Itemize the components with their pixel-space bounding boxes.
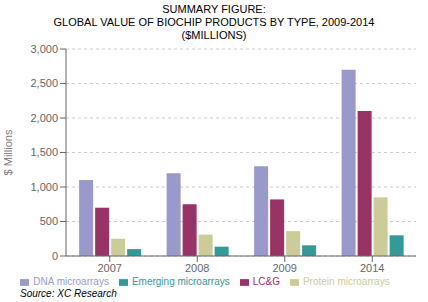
html-text:Emerging microarrays: Emerging microarrays [131, 276, 230, 287]
svg-text:0: 0 [52, 250, 58, 262]
html-text:Protein microarrays: Protein microarrays [303, 276, 390, 287]
svg-text:2014: 2014 [360, 262, 384, 274]
html-text:SUMMARY FIGURE:: SUMMARY FIGURE: [162, 3, 266, 15]
svg-text:3,000: 3,000 [30, 43, 58, 55]
svg-text:1,000: 1,000 [30, 181, 58, 193]
svg-text:2008: 2008 [185, 262, 209, 274]
svg-text:2,500: 2,500 [30, 77, 58, 89]
html-text:DNA microarrays: DNA microarrays [33, 276, 109, 287]
svg-text:$ Millions: $ Millions [2, 129, 14, 175]
html-text:Source: XC Research: Source: XC Research [20, 288, 117, 299]
html-text:GLOBAL VALUE OF BIOCHIP PRODUC: GLOBAL VALUE OF BIOCHIP PRODUCTS BY TYPE… [53, 16, 375, 28]
svg-text:2009: 2009 [273, 262, 297, 274]
svg-text:500: 500 [40, 215, 58, 227]
html-text:($MILLIONS): ($MILLIONS) [181, 29, 247, 41]
svg-text:2,000: 2,000 [30, 112, 58, 124]
html-text:LC&G: LC&G [252, 276, 280, 287]
svg-text:2007: 2007 [98, 262, 122, 274]
svg-text:1,500: 1,500 [30, 146, 58, 158]
